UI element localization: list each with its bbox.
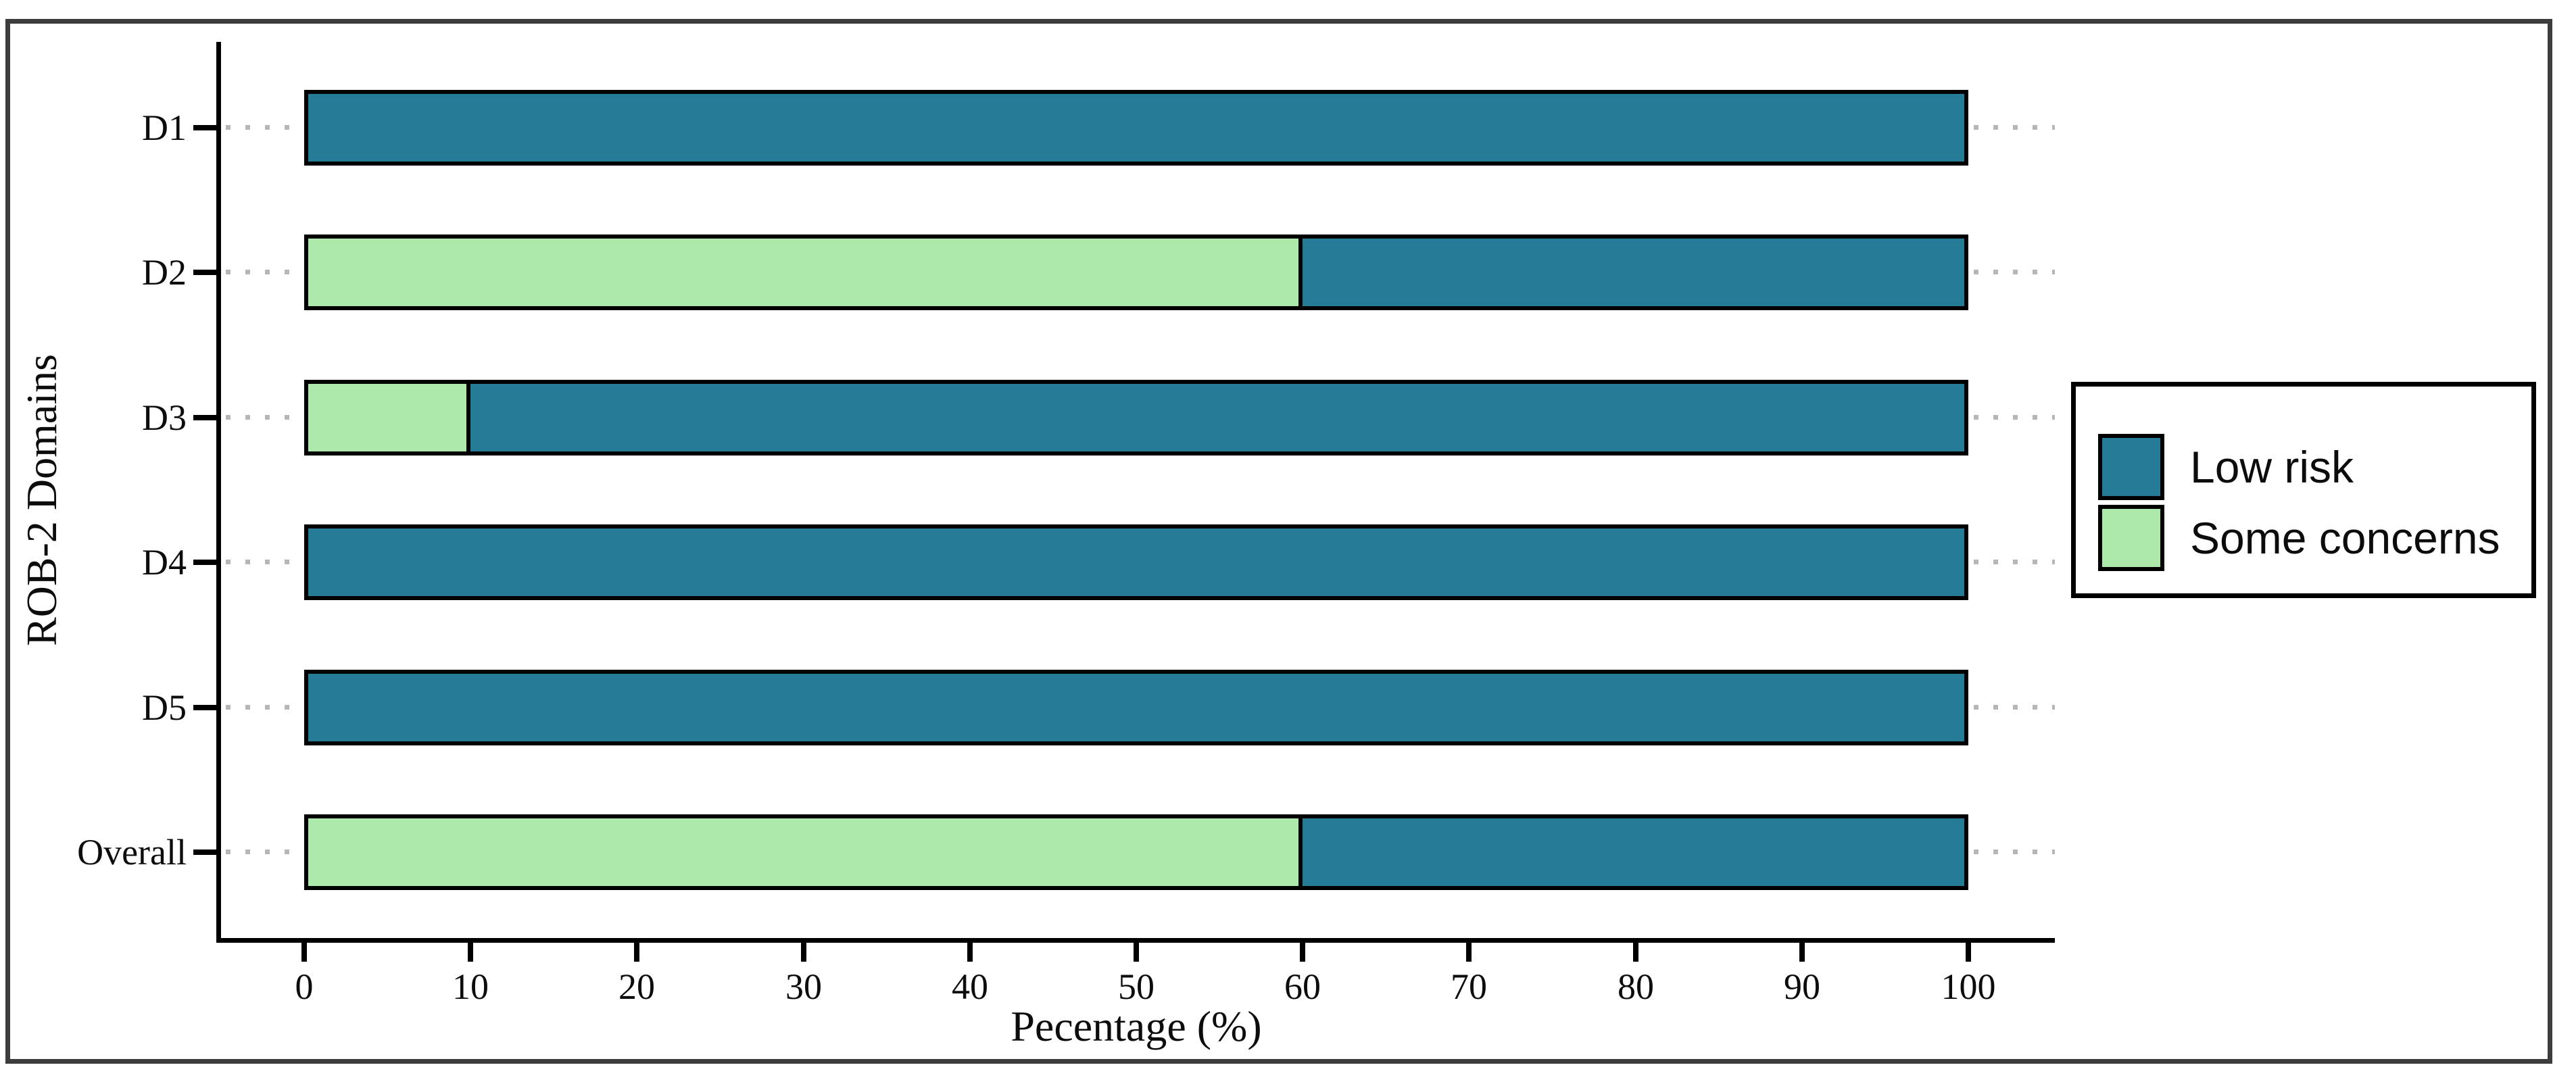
- bar-segment-d3-low-risk: [466, 380, 1968, 455]
- x-axis-title: Pecentage (%): [1011, 1002, 1262, 1050]
- x-tick-20: [634, 940, 639, 962]
- legend: Low risk Some concerns: [2071, 382, 2536, 598]
- bar-segment-d3-some-concerns: [304, 380, 470, 455]
- bar-segment-overall-some-concerns: [304, 814, 1303, 890]
- x-tick-10: [468, 940, 473, 962]
- y-axis-label-d3: D3: [142, 397, 187, 438]
- leader-right-d5: [1974, 705, 2055, 710]
- x-tick-label-0: 0: [295, 966, 314, 1007]
- y-tick-d2: [193, 270, 219, 275]
- leader-left-d4: [226, 560, 299, 564]
- y-axis-label-d2: D2: [142, 252, 187, 293]
- x-tick-label-70: 70: [1451, 966, 1487, 1007]
- legend-swatch-low-risk: [2098, 434, 2164, 500]
- x-tick-90: [1799, 940, 1805, 962]
- x-tick-80: [1633, 940, 1638, 962]
- y-axis-line: [216, 42, 221, 943]
- y-axis-label-d1: D1: [142, 107, 187, 148]
- x-tick-label-80: 80: [1618, 966, 1654, 1007]
- x-tick-60: [1300, 940, 1305, 962]
- x-tick-30: [801, 940, 806, 962]
- leader-right-d2: [1974, 270, 2055, 274]
- figure-outer-frame: [5, 19, 2552, 1064]
- y-axis-label-d5: D5: [142, 687, 187, 728]
- bar-segment-d2-low-risk: [1298, 235, 1968, 310]
- x-tick-label-10: 10: [452, 966, 489, 1007]
- x-tick-label-20: 20: [618, 966, 655, 1007]
- legend-label-low-risk: Low risk: [2190, 442, 2354, 492]
- x-tick-label-100: 100: [1941, 966, 1996, 1007]
- x-tick-100: [1966, 940, 1971, 962]
- leader-right-overall: [1974, 849, 2055, 854]
- leader-right-d3: [1974, 415, 2055, 420]
- y-tick-d1: [193, 125, 219, 130]
- y-axis-label-d4: D4: [142, 542, 187, 583]
- x-tick-40: [967, 940, 973, 962]
- leader-right-d4: [1974, 560, 2055, 564]
- x-tick-0: [301, 940, 307, 962]
- leader-right-d1: [1974, 125, 2055, 130]
- x-tick-label-50: 50: [1118, 966, 1155, 1007]
- legend-swatch-some-concerns: [2098, 505, 2164, 571]
- x-tick-50: [1134, 940, 1139, 962]
- y-tick-d4: [193, 560, 219, 565]
- y-tick-d3: [193, 415, 219, 420]
- leader-left-d2: [226, 270, 299, 274]
- x-tick-label-40: 40: [952, 966, 988, 1007]
- legend-label-some-concerns: Some concerns: [2190, 513, 2500, 563]
- y-tick-overall: [193, 849, 219, 855]
- bar-segment-overall-low-risk: [1298, 814, 1968, 890]
- bar-segment-d4-low-risk: [304, 524, 1968, 600]
- x-tick-label-60: 60: [1284, 966, 1321, 1007]
- bar-segment-d5-low-risk: [304, 670, 1968, 745]
- bar-segment-d1-low-risk: [304, 90, 1968, 166]
- x-tick-label-90: 90: [1784, 966, 1820, 1007]
- x-tick-70: [1466, 940, 1472, 962]
- x-tick-label-30: 30: [785, 966, 822, 1007]
- y-axis-label-overall: Overall: [77, 832, 187, 872]
- leader-left-d1: [226, 125, 299, 130]
- leader-left-d3: [226, 415, 299, 420]
- leader-left-overall: [226, 849, 299, 854]
- y-tick-d5: [193, 705, 219, 710]
- leader-left-d5: [226, 705, 299, 710]
- bar-segment-d2-some-concerns: [304, 235, 1303, 310]
